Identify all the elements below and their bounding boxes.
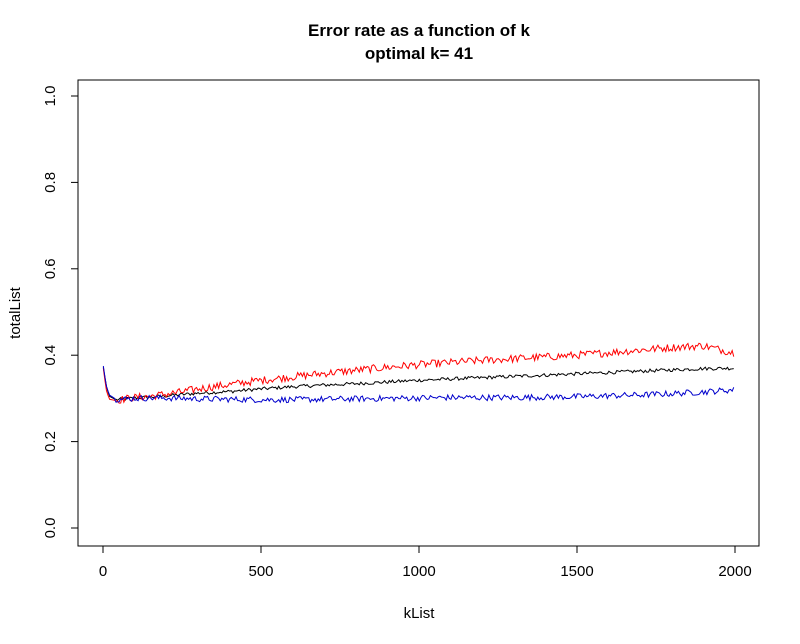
y-tick-label: 0.0: [42, 518, 59, 539]
y-tick-label: 0.6: [42, 258, 59, 279]
x-axis: 0 500 1000 1500 2000: [99, 545, 752, 580]
y-tick-label: 0.8: [42, 172, 59, 193]
x-tick-label: 2000: [718, 563, 751, 580]
series-line-2: [102, 342, 735, 404]
y-tick-label: 0.4: [42, 345, 59, 366]
x-tick-label: 0: [99, 563, 107, 580]
x-tick-label: 500: [248, 563, 273, 580]
chart-subtitle: optimal k= 41: [365, 44, 473, 63]
x-axis-label: kList: [404, 605, 436, 622]
x-tick-label: 1000: [402, 563, 435, 580]
x-tick-label: 1500: [560, 563, 593, 580]
y-axis: 0.0 0.2 0.4 0.6 0.8 1.0: [42, 86, 79, 539]
series-line-3: [102, 365, 735, 404]
y-axis-label: totalList: [7, 286, 24, 339]
y-tick-label: 0.2: [42, 431, 59, 452]
plot-frame: [77, 79, 760, 547]
y-tick-label: 1.0: [42, 86, 59, 107]
chart-title: Error rate as a function of k: [308, 21, 531, 40]
series-layer: [102, 342, 735, 404]
series-line-1: [102, 366, 734, 401]
